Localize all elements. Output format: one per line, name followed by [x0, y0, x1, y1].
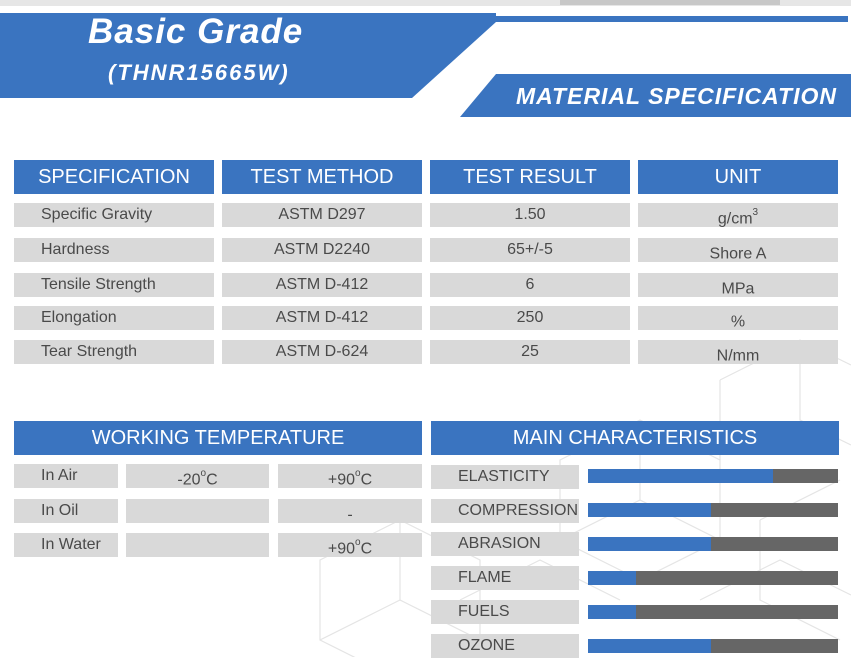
- temp-medium: In Air: [14, 464, 118, 488]
- test-result: 250: [430, 306, 630, 330]
- unit-cell: Shore A: [638, 238, 838, 262]
- unit-text: Shore A: [709, 245, 767, 263]
- header-specification: SPECIFICATION: [14, 160, 214, 194]
- temp-high: -: [278, 499, 422, 523]
- level-bar-fill: [588, 469, 773, 483]
- header-test-method: TEST METHOD: [222, 160, 422, 194]
- characteristic-label: COMPRESSION: [431, 499, 579, 523]
- temp-low: [126, 533, 269, 557]
- temp-high-value: +90: [327, 540, 355, 558]
- working-temperature-header: WORKING TEMPERATURE: [14, 421, 422, 455]
- unit-superscript: 3: [752, 207, 759, 218]
- test-result: 1.50: [430, 203, 630, 227]
- spec-name: Tensile Strength: [14, 273, 214, 297]
- test-method: ASTM D-412: [222, 306, 422, 330]
- spec-name: Tear Strength: [14, 340, 214, 364]
- temp-high-value: -: [347, 506, 353, 524]
- spec-name: Elongation: [14, 306, 214, 330]
- degree-symbol: o: [200, 468, 207, 479]
- unit-cell: MPa: [638, 273, 838, 297]
- page-title: Basic Grade: [88, 12, 304, 51]
- characteristic-label: FUELS: [431, 600, 579, 624]
- header-unit: UNIT: [638, 160, 838, 194]
- level-bar: [588, 571, 838, 585]
- header-test-result: TEST RESULT: [430, 160, 630, 194]
- level-bar-fill: [588, 605, 636, 619]
- unit-text: g/cm: [717, 210, 753, 228]
- test-method: ASTM D-624: [222, 340, 422, 364]
- level-bar: [588, 537, 838, 551]
- unit-cell: %: [638, 306, 838, 330]
- level-bar-fill: [588, 537, 711, 551]
- level-bar: [588, 503, 838, 517]
- characteristic-label: OZONE: [431, 634, 579, 658]
- test-method: ASTM D2240: [222, 238, 422, 262]
- temp-medium: In Oil: [14, 499, 118, 523]
- level-bar-fill: [588, 639, 711, 653]
- unit-text: N/mm: [716, 347, 760, 365]
- characteristic-label: ABRASION: [431, 532, 579, 556]
- temp-high: +90oC: [278, 533, 422, 557]
- unit-text: MPa: [721, 280, 755, 298]
- title-banner: [0, 13, 851, 117]
- temp-high-value: +90: [327, 471, 355, 489]
- degree-symbol: o: [355, 537, 361, 548]
- temp-low: [126, 499, 269, 523]
- section-label: MATERIAL SPECIFICATION: [516, 83, 837, 109]
- level-bar: [588, 469, 838, 483]
- characteristic-label: FLAME: [431, 566, 579, 590]
- unit-cell: N/mm: [638, 340, 838, 364]
- temp-low: -20oC: [126, 464, 269, 488]
- degree-symbol: o: [355, 468, 361, 479]
- main-characteristics-header: MAIN CHARACTERISTICS: [431, 421, 839, 455]
- temp-high: +90oC: [278, 464, 422, 488]
- level-bar-fill: [588, 571, 636, 585]
- spec-name: Specific Gravity: [14, 203, 214, 227]
- level-bar: [588, 605, 838, 619]
- level-bar-fill: [588, 503, 711, 517]
- test-result: 65+/-5: [430, 238, 630, 262]
- test-method: ASTM D-412: [222, 273, 422, 297]
- temp-medium: In Water: [14, 533, 118, 557]
- temp-unit: C: [360, 471, 373, 489]
- test-result: 6: [430, 273, 630, 297]
- spec-name: Hardness: [14, 238, 214, 262]
- temp-unit: C: [360, 540, 373, 558]
- test-method: ASTM D297: [222, 203, 422, 227]
- unit-text: %: [730, 313, 746, 331]
- temp-unit: C: [206, 471, 218, 489]
- top-stripe: [0, 0, 851, 6]
- test-result: 25: [430, 340, 630, 364]
- characteristic-label: ELASTICITY: [431, 465, 579, 489]
- unit-cell: g/cm3: [638, 203, 838, 227]
- product-code: (THNR15665W): [108, 60, 290, 85]
- level-bar: [588, 639, 838, 653]
- temp-low-value: -20: [177, 471, 201, 489]
